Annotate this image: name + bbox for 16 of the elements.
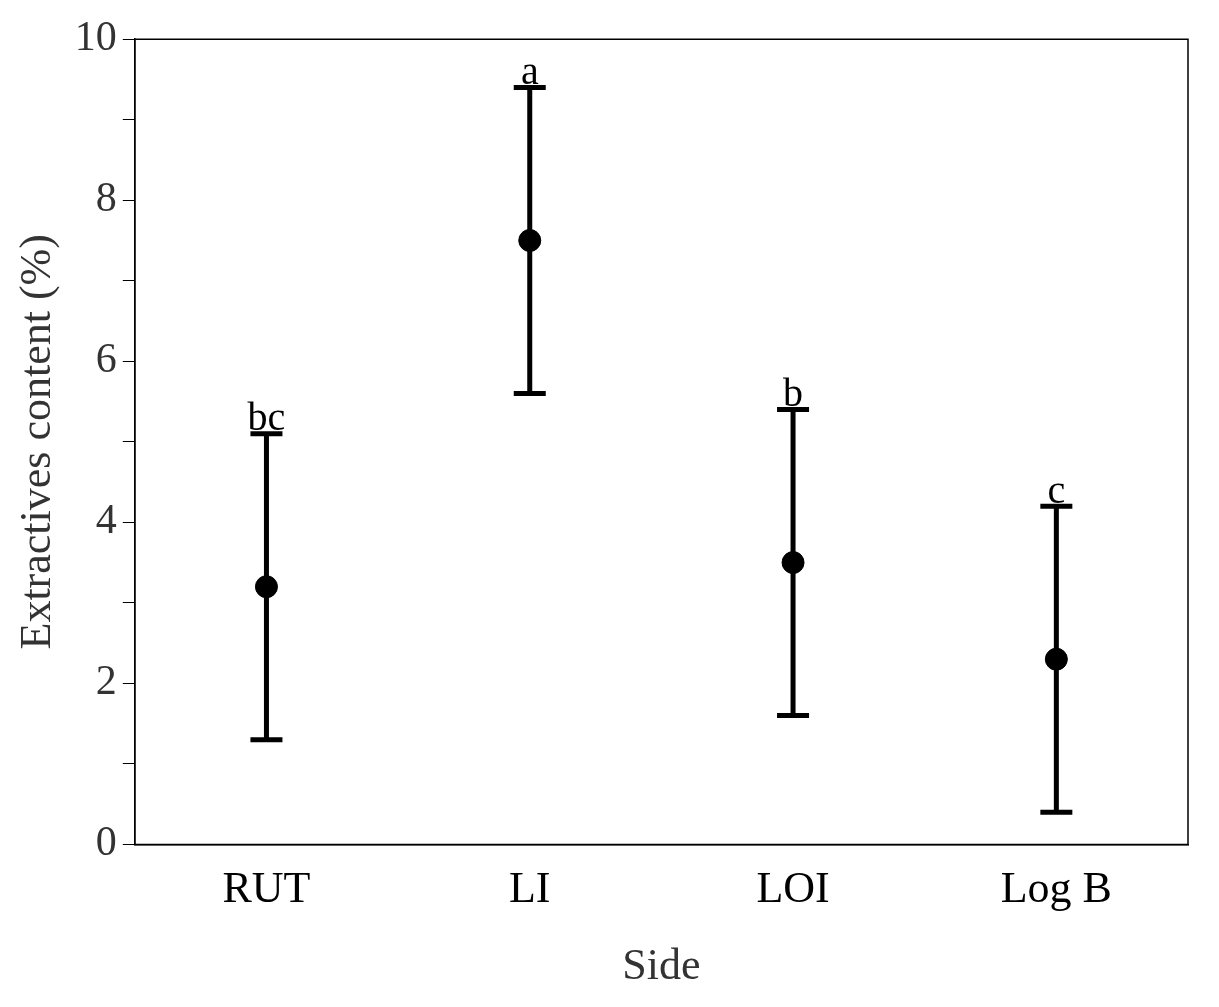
- x-tick-label: LI: [508, 863, 551, 913]
- x-tick-label: RUT: [222, 863, 311, 913]
- x-tick-label: Log B: [1000, 863, 1112, 913]
- x-axis-title: Side: [622, 940, 701, 990]
- annotation: b: [783, 370, 804, 416]
- y-tick-label: 0: [95, 818, 117, 865]
- y-tick-label: 2: [95, 657, 117, 704]
- y-tick-label: 4: [95, 496, 117, 543]
- y-tick-label: 8: [95, 174, 117, 221]
- annotation: bc: [247, 394, 286, 440]
- y-axis-title: Extractives content (%): [10, 234, 60, 650]
- annotation: a: [520, 48, 539, 94]
- y-tick-label: 6: [95, 335, 117, 382]
- x-tick-label: LOI: [756, 863, 830, 913]
- y-tick-label: 10: [74, 13, 117, 60]
- annotation: c: [1047, 466, 1066, 512]
